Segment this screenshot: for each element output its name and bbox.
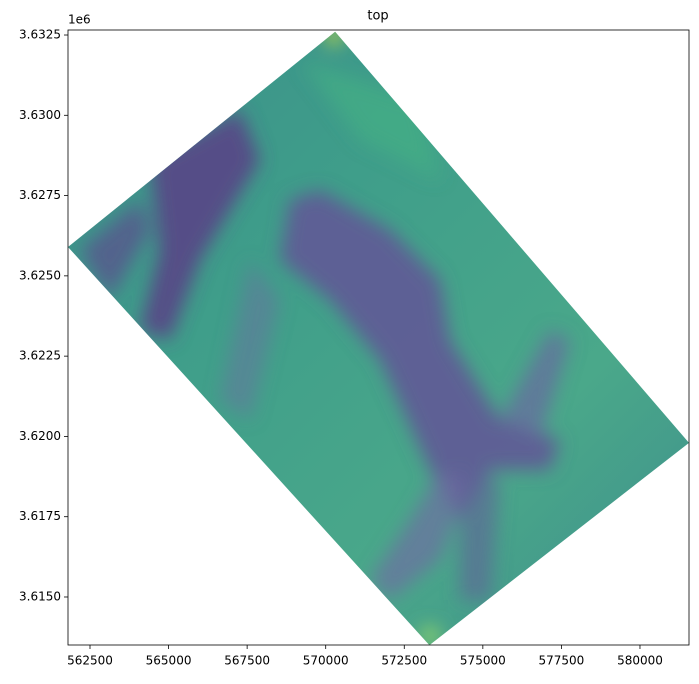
x-tick-label: 562500 bbox=[67, 654, 113, 668]
x-tick-label: 577500 bbox=[538, 654, 584, 668]
field-shading bbox=[80, 31, 570, 646]
x-tick-label: 572500 bbox=[381, 654, 427, 668]
x-tick-label: 565000 bbox=[146, 654, 192, 668]
axes-frame bbox=[67, 29, 690, 646]
y-tick-label: 3.6225 bbox=[19, 349, 61, 363]
x-tick-label: 567500 bbox=[224, 654, 270, 668]
x-tick-label: 570000 bbox=[303, 654, 349, 668]
y-tick-label: 3.6325 bbox=[19, 28, 61, 42]
y-tick-label: 3.6150 bbox=[19, 589, 61, 603]
y-tick-label: 3.6175 bbox=[19, 509, 61, 523]
x-tick-label: 575000 bbox=[460, 654, 506, 668]
y-tick-label: 3.6200 bbox=[19, 429, 61, 443]
y-tick-label: 3.6300 bbox=[19, 108, 61, 122]
field bbox=[68, 31, 689, 646]
chart-title: top bbox=[367, 9, 388, 24]
y-tick-label: 3.6275 bbox=[19, 188, 61, 202]
y-tick-label: 3.6250 bbox=[19, 268, 61, 282]
offset-text: 1e6 bbox=[68, 13, 91, 27]
x-tick-label: 580000 bbox=[617, 654, 663, 668]
